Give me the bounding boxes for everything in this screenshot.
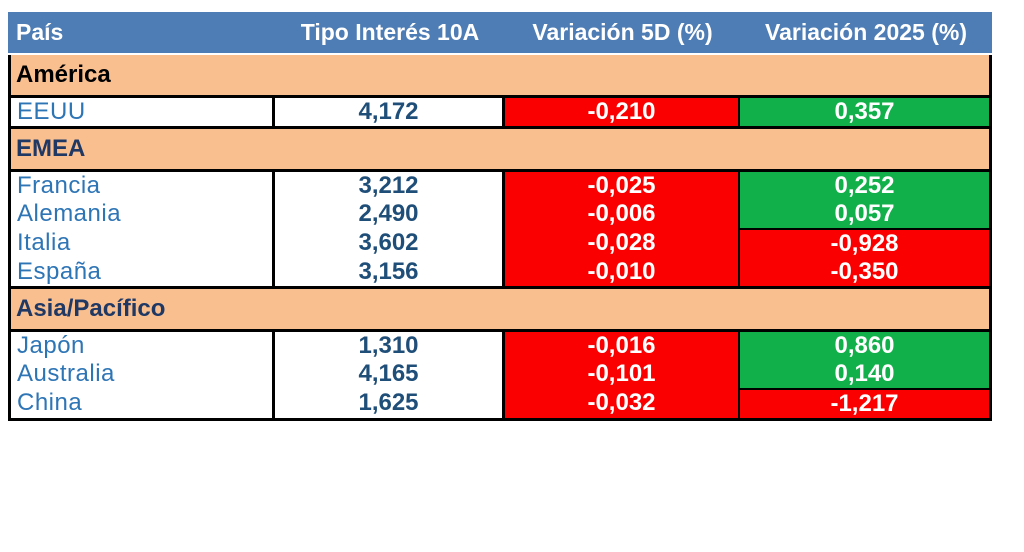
change-2025-cell: 0,860 [740,332,989,360]
data-block-emea: Francia 3,212 -0,025 0,252 Alemania 2,490 -0,0… [11,169,989,289]
section-row-asia-pacifico: Asia/Pacífico [11,289,989,329]
change-5d-cell: -0,101 [505,360,740,388]
rate-10y-cell: 1,625 [275,388,505,418]
table-header-row: País Tipo Interés 10A Variación 5D (%) V… [8,12,992,55]
rate-10y-cell: 2,490 [275,200,505,228]
country-cell: Alemania [11,200,275,228]
column-header-variacion-5d: Variación 5D (%) [532,19,713,45]
rate-10y-cell: 4,165 [275,360,505,388]
table-row-japon: Japón 1,310 -0,016 0,860 [11,332,989,360]
column-header-variacion-2025: Variación 2025 (%) [765,19,967,45]
change-2025-cell: -0,350 [740,258,989,286]
country-cell: Japón [11,332,275,360]
table-row-australia: Australia 4,165 -0,101 0,140 [11,360,989,388]
rate-10y-cell: 4,172 [275,98,505,126]
rate-10y-cell: 3,602 [275,228,505,258]
table-body: América EEUU 4,172 -0,210 0,357 EMEA Francia 3,… [8,55,992,421]
change-5d-cell: -0,010 [505,258,740,286]
country-cell: Francia [11,172,275,200]
section-label: EMEA [16,135,86,162]
change-2025-cell: 0,140 [740,360,989,388]
country-cell: China [11,388,275,418]
data-block-asia-pacifico: Japón 1,310 -0,016 0,860 Australia 4,165 -0,10… [11,329,989,421]
change-2025-cell: -0,928 [740,228,989,258]
section-label: Asia/Pacífico [16,295,166,322]
change-5d-cell: -0,032 [505,388,740,418]
rate-10y-cell: 1,310 [275,332,505,360]
section-label: América [16,61,111,88]
column-header-tipo-interes-10a: Tipo Interés 10A [300,19,480,45]
change-2025-cell: 0,252 [740,172,989,200]
rate-10y-cell: 3,156 [275,258,505,286]
change-5d-cell: -0,016 [505,332,740,360]
column-header-pais: País [16,19,64,45]
table-row-eeuu: EEUU 4,172 -0,210 0,357 [11,98,989,126]
table-row-francia: Francia 3,212 -0,025 0,252 [11,172,989,200]
section-row-emea: EMEA [11,129,989,169]
rate-10y-cell: 3,212 [275,172,505,200]
country-cell: EEUU [11,98,275,126]
data-block-america: EEUU 4,172 -0,210 0,357 [11,95,989,129]
table-row-italia: Italia 3,602 -0,028 -0,928 [11,228,989,258]
change-5d-cell: -0,210 [505,98,740,126]
rates-table: País Tipo Interés 10A Variación 5D (%) V… [8,12,992,421]
change-2025-cell: -1,217 [740,388,989,418]
country-cell: Italia [11,228,275,258]
table-row-alemania: Alemania 2,490 -0,006 0,057 [11,200,989,228]
country-cell: España [11,258,275,286]
change-5d-cell: -0,028 [505,228,740,258]
section-row-america: América [11,55,989,95]
table-row-china: China 1,625 -0,032 -1,217 [11,388,989,418]
change-2025-cell: 0,057 [740,200,989,228]
change-5d-cell: -0,006 [505,200,740,228]
country-cell: Australia [11,360,275,388]
change-5d-cell: -0,025 [505,172,740,200]
change-2025-cell: 0,357 [740,98,989,126]
table-row-espana: España 3,156 -0,010 -0,350 [11,258,989,286]
